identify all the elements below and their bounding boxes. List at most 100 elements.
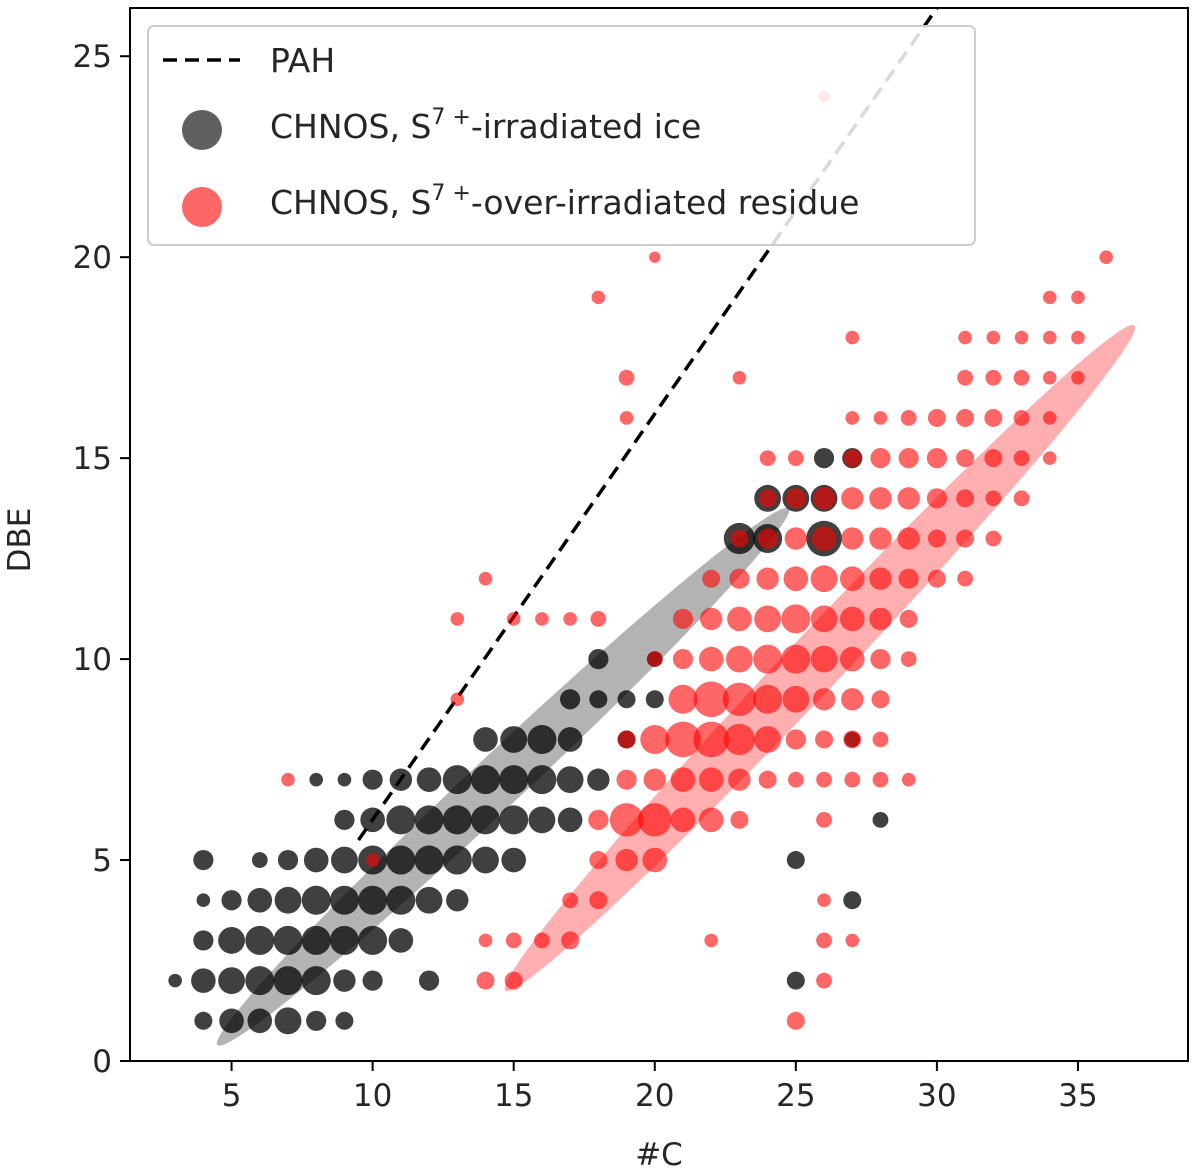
x-axis-label: #C [635,1137,683,1173]
data-point [873,411,888,425]
data-point [1071,330,1085,345]
data-point [414,805,444,835]
data-point [872,811,889,828]
data-point [841,688,864,711]
data-point [446,889,469,912]
data-point [812,487,836,510]
data-point [839,606,865,632]
data-point [758,489,777,508]
data-point [331,846,358,874]
data-point [386,885,416,915]
data-point [1042,451,1057,465]
data-point [958,330,972,345]
data-point [668,684,698,714]
data-point [476,971,495,990]
legend-residue-swatch [182,187,222,227]
data-point [927,569,946,588]
data-point [273,925,303,955]
data-point [414,845,444,875]
data-point [386,845,416,875]
data-point [839,566,865,592]
data-point [844,771,861,788]
data-point [753,644,783,674]
data-point [927,408,946,427]
data-point [754,726,782,753]
y-axis-label: DBE [2,508,38,573]
y-tick-label: 5 [92,843,112,879]
legend-residue-label: CHNOS, S7 +-over-irradiated residue [270,181,859,222]
data-point [781,644,811,674]
data-point [869,487,892,510]
data-point [956,529,975,548]
data-point [615,848,638,872]
data-point [618,369,635,386]
data-point [926,488,948,509]
data-point [251,852,268,868]
x-tick-label: 10 [353,1078,392,1114]
data-point [727,606,752,632]
data-point [274,886,302,914]
data-point [810,565,838,593]
x-tick-label: 25 [776,1078,815,1114]
data-point [640,724,670,754]
data-point [528,806,556,834]
legend-box [147,25,976,246]
data-point [811,526,837,551]
data-point [1071,290,1085,305]
data-point [527,765,557,795]
data-point [218,927,245,954]
data-point [1042,290,1057,305]
data-point [899,609,918,628]
data-point [389,768,413,791]
data-point [617,690,636,709]
data-point [642,847,668,873]
data-point [589,891,608,910]
data-point [870,448,891,469]
data-point [698,807,724,833]
data-point [957,570,974,587]
data-point [505,932,522,949]
data-point [753,684,783,714]
data-point [786,1011,805,1030]
data-point [732,370,747,385]
data-point [841,527,864,550]
data-point [561,931,580,950]
data-point [870,648,891,670]
data-point [193,930,214,951]
data-point [360,807,385,833]
data-point [698,646,724,672]
data-point [785,729,806,750]
data-point [781,604,811,634]
data-point [759,450,776,467]
data-point [693,681,729,718]
data-point [535,612,549,626]
data-point [473,727,498,752]
data-point [499,765,529,795]
data-point [277,849,299,871]
data-point [504,971,523,990]
data-point [646,651,663,667]
data-point [816,771,832,788]
data-point [416,767,442,792]
data-point [812,688,836,711]
data-point [956,408,975,427]
data-point [723,723,756,756]
data-point [869,527,892,550]
data-point [358,925,388,955]
data-point [693,721,729,758]
data-point [985,530,1002,547]
data-point [839,646,865,672]
data-point [306,1010,327,1031]
data-point [843,449,862,468]
data-point [787,771,804,788]
data-point [442,765,472,795]
y-tick-label: 10 [73,642,112,678]
data-point [816,932,832,949]
legend-ice-swatch [182,110,222,150]
data-point [872,731,889,748]
y-tick-label: 25 [73,39,112,75]
data-point [534,932,550,949]
legend: PAH CHNOS, S7 +-irradiated ice CHNOS, S7… [147,25,976,246]
data-point [985,490,1002,507]
